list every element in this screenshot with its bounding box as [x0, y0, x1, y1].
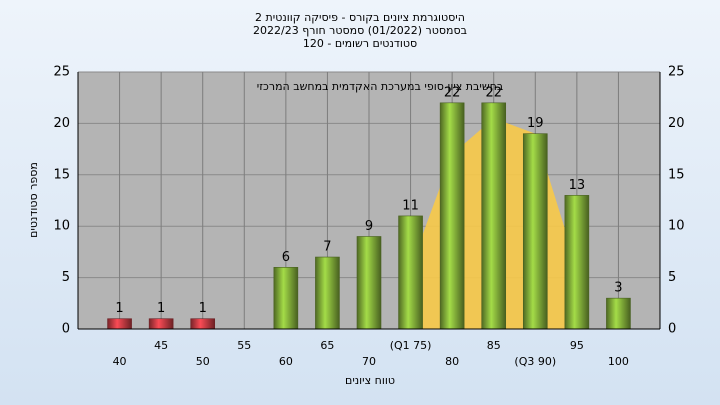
x-tick-label: 80: [445, 355, 459, 368]
y-tick-label: 10: [53, 219, 70, 234]
y2-tick-label: 5: [668, 270, 676, 285]
x-tick-label: (Q3 90): [514, 355, 556, 368]
y-tick-label: 25: [53, 65, 70, 80]
x-tick-label: 100: [608, 355, 629, 368]
value-label: 9: [365, 219, 373, 234]
x-tick-label: (Q1 75): [390, 339, 432, 352]
y-tick-label: 0: [62, 322, 70, 337]
annotation: בחשיבת ציון סופי במערכת האקדמית במחשב המ…: [257, 80, 503, 93]
bar: [107, 318, 132, 330]
y2-tick-label: 15: [668, 167, 685, 182]
y2-tick-label: 20: [668, 116, 685, 131]
bar: [190, 318, 216, 330]
bar: [398, 215, 423, 330]
value-label: 6: [282, 250, 290, 265]
value-label: 11: [402, 198, 419, 213]
value-label: 1: [115, 301, 123, 316]
bar: [606, 297, 631, 330]
bar: [273, 267, 299, 330]
x-tick-label: 60: [279, 355, 293, 368]
y-axis-label: מספר סטודנטים: [27, 162, 40, 238]
bar: [481, 102, 507, 330]
bar: [439, 102, 465, 330]
x-tick-label: 70: [362, 355, 376, 368]
value-label: 1: [157, 301, 165, 316]
value-label: 7: [323, 240, 331, 255]
x-tick-label: 45: [154, 339, 168, 352]
value-label: 13: [569, 178, 586, 193]
value-label: 22: [444, 85, 461, 100]
y2-tick-label: 10: [668, 219, 685, 234]
bar: [564, 195, 590, 330]
x-tick-label: 50: [196, 355, 210, 368]
bar: [356, 236, 382, 330]
y-tick-label: 20: [53, 116, 70, 131]
x-tick-label: 40: [113, 355, 127, 368]
value-label: 1: [199, 301, 207, 316]
y-tick-label: 15: [53, 167, 70, 182]
x-tick-label: 65: [320, 339, 334, 352]
bar: [522, 133, 548, 330]
title-line: סטודנטים רשומים - 120: [303, 37, 417, 50]
value-label: 19: [527, 116, 544, 131]
y2-tick-label: 25: [668, 65, 685, 80]
title-line: היסטוגרמת ציונים בקורס - פיסיקה קוונטית …: [255, 11, 465, 24]
title-line: בסמסטר (01/2022) סמסטר חורף 2022/23: [253, 24, 467, 37]
x-axis-label: טווח ציונים: [345, 374, 395, 387]
value-label: 3: [614, 281, 622, 296]
bar: [315, 256, 340, 330]
x-tick-label: 85: [487, 339, 501, 352]
bar: [148, 318, 174, 330]
value-label: 22: [485, 85, 502, 100]
x-tick-label: 55: [237, 339, 251, 352]
x-tick-label: 95: [570, 339, 584, 352]
y-tick-label: 5: [62, 270, 70, 285]
y2-tick-label: 0: [668, 322, 676, 337]
